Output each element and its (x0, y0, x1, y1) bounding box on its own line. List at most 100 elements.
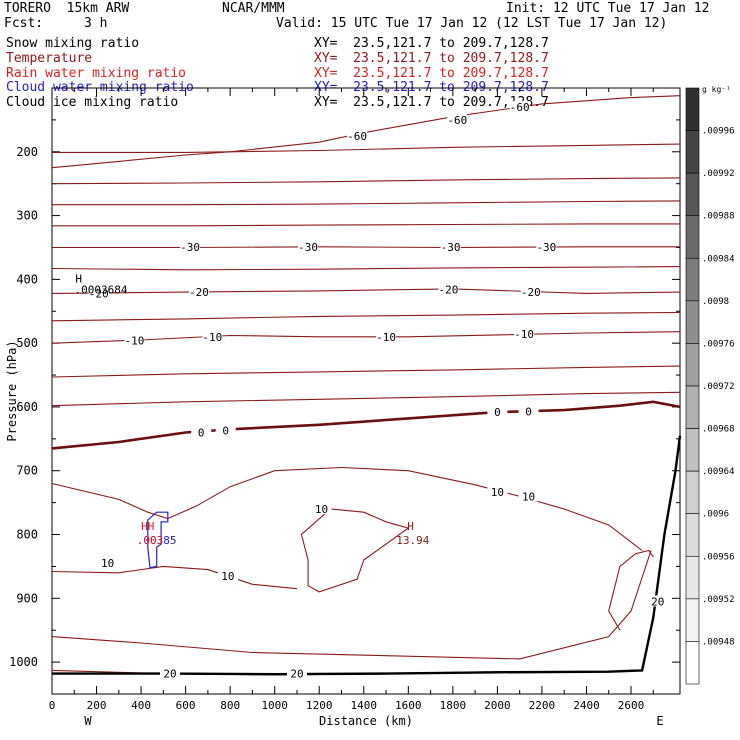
contour-label-bg (487, 485, 508, 497)
x-tick-label: 2000 (484, 699, 511, 712)
temperature-contour-line (608, 549, 654, 631)
contour-label: -60 (447, 114, 467, 127)
x-tick-label: 200 (87, 699, 107, 712)
colorbar-label: .00948 (702, 637, 735, 647)
colorbar-swatch (685, 385, 700, 429)
contour-label: -30 (536, 241, 556, 254)
x-tick-label: 1200 (306, 699, 333, 712)
colorbar-label: .0096 (702, 510, 729, 520)
contour-label-bg (191, 426, 212, 438)
legend-xs-range: XY= 23.5,121.7 to 209.7,128.7 (314, 65, 549, 81)
contour-label: -60 (510, 101, 530, 114)
contour-label: 0 (525, 405, 532, 418)
contour-label-bg (180, 240, 201, 252)
temperature-contour-line (300, 508, 410, 593)
contour-label-bg (520, 286, 541, 298)
colorbar-swatch (685, 513, 700, 557)
terrain-line (52, 435, 682, 676)
x-axis-east-label: E (656, 714, 663, 728)
contour-label: 20 (163, 668, 176, 681)
temperature-contour-line (52, 143, 681, 153)
temperature-contour-line (51, 288, 681, 294)
contour-label-bg (124, 334, 145, 346)
temperature-contour-line (51, 95, 681, 169)
colorbar-label: .0098 (702, 297, 729, 307)
x-tick-label: 600 (176, 699, 196, 712)
extremum-annotation: 13.94 (396, 534, 429, 547)
contour-label-bg (509, 101, 530, 113)
temperature-contour-line (52, 223, 680, 227)
extremum-annotation: .003 (137, 534, 164, 547)
contour-label: -20 (189, 286, 209, 299)
extremum-annotation: H (75, 273, 82, 286)
contour-label: -30 (180, 241, 200, 254)
contour-label: -60 (347, 130, 367, 143)
contour-label-bg (536, 240, 557, 252)
contour-label-bg (311, 503, 332, 515)
x-axis-title: Distance (km) (319, 714, 413, 728)
contour-label: -10 (514, 328, 534, 341)
x-tick-label: 2400 (573, 699, 600, 712)
colorbar-label: .00952 (702, 595, 735, 605)
contour-label: -10 (202, 331, 222, 344)
y-tick-label: 700 (16, 464, 38, 478)
temperature-contour-line (51, 311, 681, 322)
y-tick-label: 200 (16, 145, 38, 159)
contour-label: 0 (198, 426, 205, 439)
contour-label: 20 (290, 668, 303, 681)
colorbar-label: .00956 (702, 552, 735, 562)
temperature-contour-line (51, 391, 681, 407)
colorbar-label: .00996 (702, 127, 735, 137)
colorbar-swatch (685, 257, 700, 302)
contour-label-bg (347, 129, 368, 141)
colorbar-swatch (685, 215, 700, 259)
legend-item: Snow mixing ratio (6, 36, 140, 51)
terrain-profile (52, 435, 682, 676)
extremum-annotation: .00385 (137, 534, 177, 547)
plot-frame (51, 87, 681, 695)
contour-label-bg (438, 283, 459, 295)
contour-label: 20 (651, 596, 664, 609)
contour-label: 10 (221, 570, 234, 583)
x-tick-label: 1600 (395, 699, 422, 712)
contour-label-bg (88, 287, 109, 299)
contour-label: 0 (494, 406, 501, 419)
contour-label-bg (286, 667, 307, 679)
contour-label: -30 (441, 241, 461, 254)
colorbar-label: .00968 (702, 425, 735, 435)
colorbar-unit: g kg⁻¹ (702, 85, 731, 94)
colorbar-swatch (685, 428, 700, 472)
temperature-contour-line (51, 331, 681, 344)
temperature-contours (51, 95, 681, 676)
x-tick-label: 400 (131, 699, 151, 712)
cloud-water-contour-line (147, 511, 169, 569)
x-tick-label: 1800 (440, 699, 467, 712)
colorbar-swatch (685, 172, 700, 217)
y-tick-label: 1000 (9, 655, 38, 669)
forecast-hours: 3 h (84, 16, 108, 31)
contour-label: -10 (376, 331, 396, 344)
temperature-contour-line (51, 400, 681, 450)
x-tick-label: 2600 (618, 699, 645, 712)
contour-label-bg (447, 113, 468, 125)
colorbar-label: .00976 (702, 339, 735, 349)
extremum-annotation: H (407, 520, 414, 533)
x-axis-west-label: W (84, 714, 92, 728)
contour-label-bg (647, 595, 668, 607)
colorbar: .00996 .00992 .00988 .00984 .0098 .00976 .0097… (685, 85, 735, 685)
contour-label: -20 (438, 284, 458, 297)
colorbar-label: .00984 (702, 254, 735, 264)
model-title: TORERO 15km ARW (4, 1, 130, 16)
colorbar-label: .00964 (702, 467, 735, 477)
contour-label: -30 (298, 241, 318, 254)
colorbar-swatch (685, 470, 700, 515)
contour-label: 10 (522, 490, 535, 503)
y-tick-label: 300 (16, 209, 38, 223)
temperature-contour-line (51, 365, 681, 378)
colorbar-label: .00992 (702, 169, 735, 179)
valid-time: Valid: 15 UTC Tue 17 Jan 12 (12 LST Tue … (276, 16, 668, 31)
colorbar-swatch (685, 598, 700, 642)
contour-label-bg (298, 240, 319, 252)
